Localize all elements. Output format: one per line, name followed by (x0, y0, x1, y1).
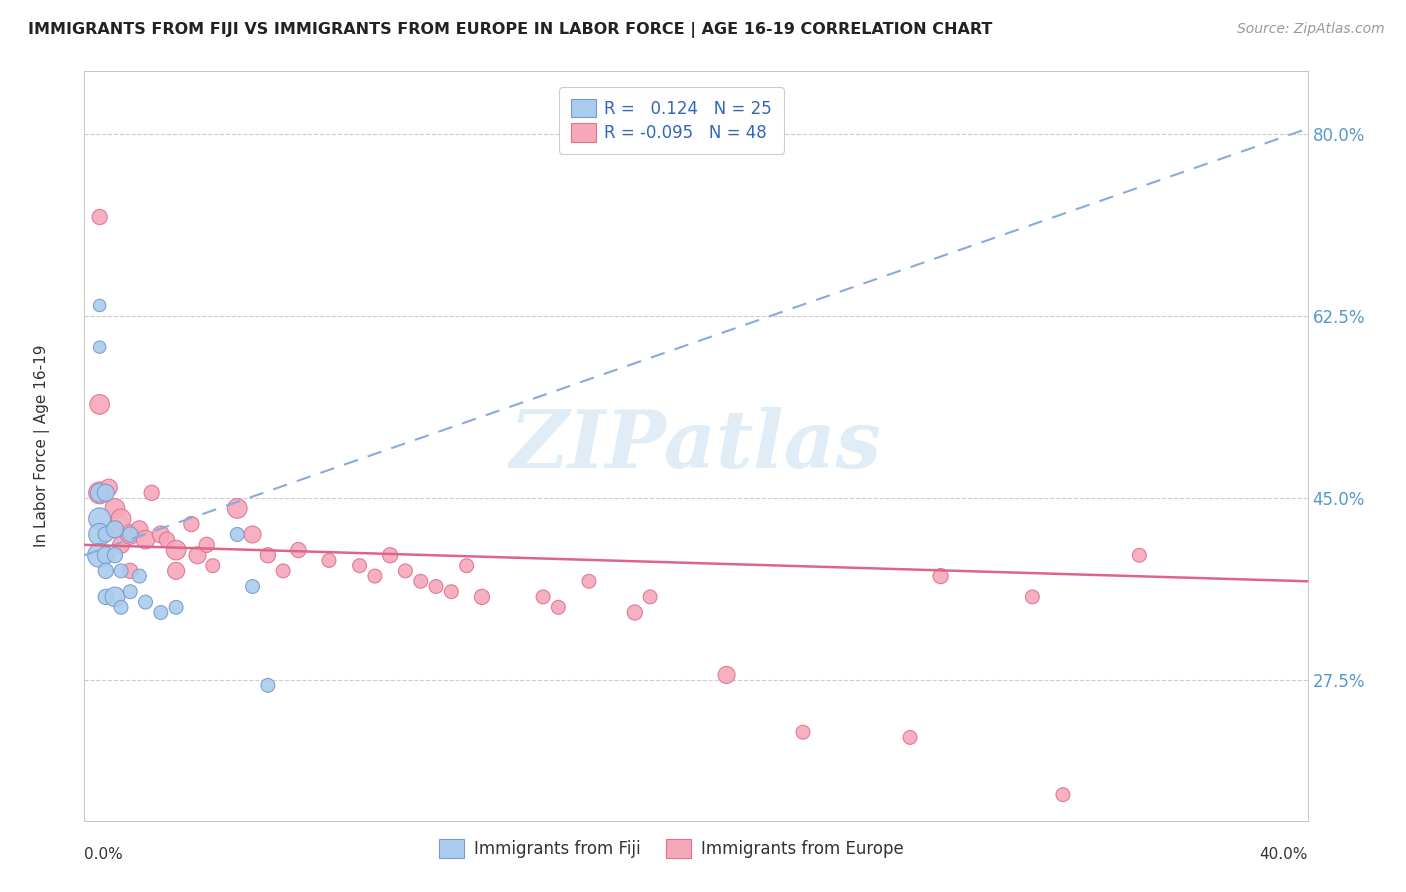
Point (201, 558, 224, 573)
Point (242, 527, 264, 541)
Point (929, 569, 952, 583)
Point (257, 548, 280, 563)
Point (135, 595, 157, 609)
Point (440, 584, 463, 599)
Point (456, 558, 478, 573)
Point (271, 564, 294, 578)
Point (578, 574, 600, 589)
Point (89, 548, 111, 563)
Point (89, 210, 111, 224)
Point (394, 564, 416, 578)
Point (165, 543, 187, 558)
Point (195, 538, 218, 552)
Point (120, 564, 142, 578)
Point (120, 527, 142, 541)
Point (349, 558, 371, 573)
Point (165, 600, 187, 615)
Point (128, 522, 150, 536)
Point (186, 548, 208, 563)
Point (149, 527, 172, 541)
Point (89, 486, 111, 500)
Point (409, 574, 432, 589)
Point (89, 527, 111, 541)
Point (97, 481, 120, 495)
Point (226, 527, 249, 541)
Point (141, 486, 163, 500)
Point (94, 590, 117, 604)
Point (898, 731, 921, 745)
Text: Source: ZipAtlas.com: Source: ZipAtlas.com (1237, 22, 1385, 37)
Point (624, 606, 647, 620)
Point (120, 584, 142, 599)
Point (89, 486, 111, 500)
Point (716, 668, 738, 682)
Point (318, 553, 340, 567)
Point (471, 590, 494, 604)
Point (638, 590, 661, 604)
Point (94, 486, 117, 500)
Point (165, 564, 187, 578)
Point (110, 600, 132, 615)
Point (94, 548, 117, 563)
Point (1052, 788, 1074, 802)
Point (104, 522, 127, 536)
Point (94, 564, 117, 578)
Point (104, 522, 127, 536)
Point (380, 548, 402, 563)
Text: 40.0%: 40.0% (1260, 847, 1308, 862)
Point (110, 512, 132, 526)
Point (257, 678, 280, 692)
Point (89, 512, 111, 526)
Point (425, 580, 447, 594)
Point (120, 527, 142, 541)
Point (110, 564, 132, 578)
Text: IMMIGRANTS FROM FIJI VS IMMIGRANTS FROM EUROPE IN LABOR FORCE | AGE 16-19 CORREL: IMMIGRANTS FROM FIJI VS IMMIGRANTS FROM … (28, 22, 993, 38)
Point (226, 501, 249, 516)
Text: ZIPatlas: ZIPatlas (510, 408, 882, 484)
Point (89, 340, 111, 354)
Point (531, 590, 554, 604)
Point (149, 606, 172, 620)
Legend: Immigrants from Fiji, Immigrants from Europe: Immigrants from Fiji, Immigrants from Eu… (433, 833, 910, 864)
Point (110, 538, 132, 552)
Point (94, 527, 117, 541)
Point (287, 543, 309, 558)
Point (1021, 590, 1043, 604)
Point (128, 569, 150, 583)
Point (156, 533, 179, 547)
Text: In Labor Force | Age 16-19: In Labor Force | Age 16-19 (34, 344, 49, 548)
Point (89, 299, 111, 313)
Text: 0.0%: 0.0% (84, 847, 124, 862)
Point (104, 590, 127, 604)
Point (1128, 548, 1150, 563)
Point (547, 600, 569, 615)
Point (104, 548, 127, 563)
Point (135, 533, 157, 547)
Point (104, 501, 127, 516)
Point (180, 517, 202, 532)
Point (89, 397, 111, 411)
Point (364, 569, 387, 583)
Point (792, 725, 814, 739)
Point (242, 580, 264, 594)
